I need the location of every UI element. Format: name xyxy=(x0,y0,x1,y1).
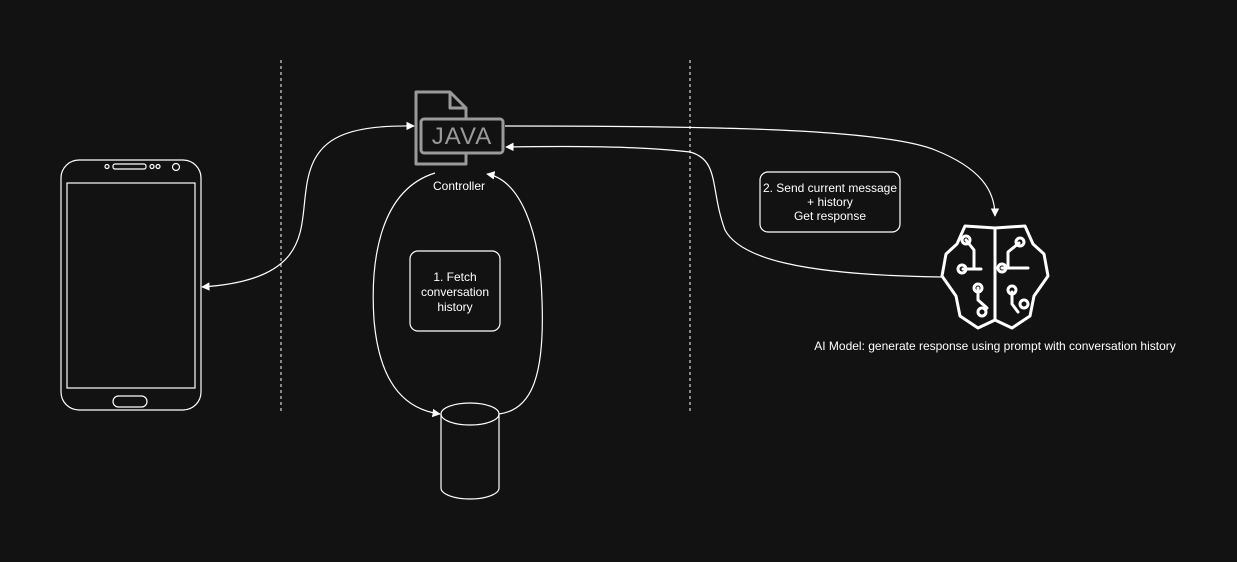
ai-model-label: AI Model: generate response using prompt… xyxy=(814,339,1176,353)
smartphone-icon xyxy=(60,159,202,411)
phone-controller-connector xyxy=(201,121,415,291)
step2-box: 2. Send current message + history Get re… xyxy=(759,171,901,233)
ai-brain-circuit-icon xyxy=(940,224,1050,330)
controller-label: Controller xyxy=(433,179,485,193)
step2-line3: Get response xyxy=(794,209,866,223)
step2-line1: 2. Send current message xyxy=(763,181,897,195)
database-to-controller-connector xyxy=(486,171,543,415)
controller-to-database-connector xyxy=(372,172,441,418)
database-cylinder-icon xyxy=(440,402,500,500)
java-badge-text: JAVA xyxy=(432,123,492,150)
step1-line1: 1. Fetch xyxy=(433,270,476,284)
controller-to-ai-connector xyxy=(504,125,1000,217)
java-file-icon: JAVA xyxy=(414,90,505,166)
step1-line2: conversation xyxy=(421,285,489,299)
step1-box: 1. Fetch conversation history xyxy=(409,250,501,332)
ai-to-controller-connector xyxy=(505,142,943,278)
step2-line2: + history xyxy=(807,195,853,209)
step1-line3: history xyxy=(437,300,472,314)
